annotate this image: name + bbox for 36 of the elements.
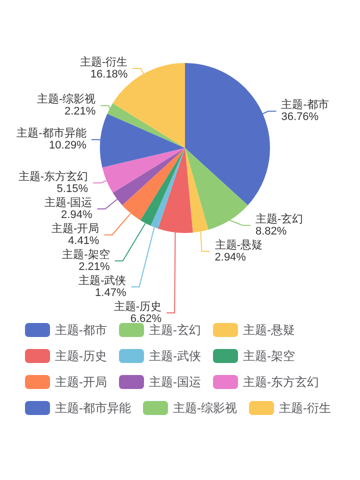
data-label: 8.82%: [256, 225, 287, 238]
legend-label: 主题-历史: [55, 349, 107, 363]
data-label: 2.21%: [64, 106, 96, 118]
slice-label: 主题-历史: [114, 300, 162, 313]
legend-label: 主题-国运: [148, 375, 201, 389]
slice-label: 主题-国运: [44, 196, 92, 209]
slice-label: 主题-东方玄幻: [18, 170, 88, 183]
legend-label: 主题-都市异能: [55, 401, 131, 415]
data-label: 6.62%: [130, 312, 162, 325]
slice-label: 主题-综影视: [36, 92, 96, 106]
legend-label: 主题-武侠: [148, 349, 201, 363]
legend-label: 主题-综影视: [172, 401, 237, 415]
legend-label: 主题-玄幻: [148, 323, 201, 337]
data-label: 1.47%: [95, 286, 126, 299]
legend-label: 主题-悬疑: [242, 323, 295, 337]
slice-label: 主题-开局: [52, 222, 100, 235]
data-label: 16.18%: [90, 68, 128, 81]
slice-label: 主题-衍生: [80, 56, 128, 69]
slice-label: 主题-玄幻: [256, 212, 304, 226]
legend-label: 主题-东方玄幻: [242, 375, 319, 389]
data-label: 5.15%: [56, 182, 88, 195]
slice-label: 主题-武侠: [78, 274, 126, 287]
data-label: 4.41%: [68, 234, 100, 247]
legend-label: 主题-都市: [55, 323, 107, 337]
data-label: 2.94%: [214, 251, 246, 264]
slice-label: 主题-都市: [281, 98, 329, 112]
slice-label: 主题-悬疑: [214, 238, 262, 252]
data-label: 2.21%: [78, 260, 110, 273]
data-label: 2.94%: [61, 208, 92, 221]
slice-label: 主题-都市异能: [16, 126, 86, 140]
data-label: 10.29%: [49, 140, 87, 152]
slice-label: 主题-架空: [62, 248, 110, 261]
legend-label: 主题-开局: [55, 375, 107, 389]
legend-label: 主题-衍生: [278, 401, 331, 415]
legend-label: 主题-架空: [242, 349, 295, 363]
data-label: 36.76%: [281, 111, 319, 124]
